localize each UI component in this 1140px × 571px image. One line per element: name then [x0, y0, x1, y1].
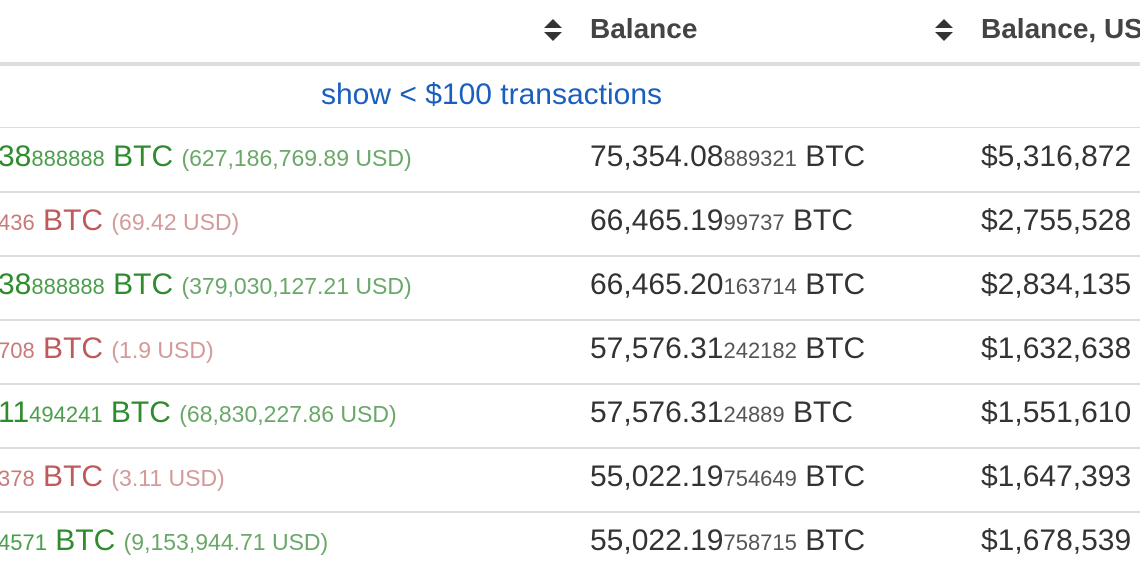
transaction-amount: 4571 BTC (9,153,944.71 USD)	[0, 524, 328, 558]
balance-amount: 55,022.19754649 BTC	[590, 460, 865, 494]
transaction-amount-fraction: 494241	[29, 402, 103, 427]
balance-amount: 57,576.31242182 BTC	[590, 332, 865, 366]
balance-amount-unit: BTC	[784, 396, 853, 429]
balance-amount-unit: BTC	[784, 204, 853, 237]
transaction-amount-unit: BTC	[34, 332, 112, 365]
transaction-amount-main: 38	[0, 268, 32, 301]
table-row: 38888888 BTC (627,186,769.89 USD) 75,354.…	[0, 128, 1140, 193]
transaction-amount-usd: (69.42 USD)	[111, 209, 240, 235]
transaction-amount-fraction: 888888	[31, 146, 105, 171]
balance-amount-fraction: 99737	[723, 210, 785, 235]
transaction-amount-usd: (627,186,769.89 USD)	[181, 145, 412, 171]
transaction-amount-unit: BTC	[104, 140, 182, 173]
table-row: 378 BTC (3.11 USD) 55,022.19754649 BTC $1,…	[0, 448, 1140, 513]
balance-amount-main: 66,465.20	[590, 268, 724, 301]
transaction-amount-usd: (9,153,944.71 USD)	[123, 529, 329, 555]
transaction-amount: 38888888 BTC (379,030,127.21 USD)	[0, 268, 412, 302]
balance-amount: 55,022.19758715 BTC	[590, 524, 865, 558]
balance-usd: $1,632,638	[981, 332, 1132, 365]
balance-amount-unit: BTC	[796, 332, 866, 365]
transaction-amount-fraction: 378	[0, 466, 35, 491]
transaction-amount: 38888888 BTC (627,186,769.89 USD)	[0, 140, 412, 174]
balance-usd: $1,551,610	[981, 396, 1132, 429]
table-header: Balance Balance, US	[0, 0, 1140, 66]
balance-amount-fraction: 242182	[723, 338, 797, 363]
transaction-amount: 11494241 BTC (68,830,227.86 USD)	[0, 396, 397, 430]
balance-amount-fraction: 758715	[723, 530, 797, 555]
transaction-amount-unit: BTC	[102, 396, 180, 429]
table-row: 4571 BTC (9,153,944.71 USD) 55,022.197587…	[0, 512, 1140, 571]
balance-usd: $1,678,539	[981, 524, 1132, 557]
transaction-amount-usd: (1.9 USD)	[111, 337, 214, 363]
balance-usd: $5,316,872	[981, 140, 1132, 173]
transaction-amount-usd: (68,830,227.86 USD)	[179, 401, 397, 427]
transaction-amount-unit: BTC	[34, 460, 112, 493]
show-small-transactions-row: show < $100 transactions	[0, 66, 1140, 128]
transaction-amount-fraction: 888888	[31, 274, 105, 299]
transaction-amount-usd: (3.11 USD)	[111, 465, 225, 491]
balance-amount: 66,465.1999737 BTC	[590, 204, 853, 238]
balance-amount-unit: BTC	[796, 460, 866, 493]
sort-icon[interactable]	[543, 18, 563, 42]
transaction-amount: 708 BTC (1.9 USD)	[0, 332, 214, 366]
table-row: 708 BTC (1.9 USD) 57,576.31242182 BTC $1,6…	[0, 320, 1140, 385]
balance-amount: 75,354.08889321 BTC	[590, 140, 865, 174]
balance-amount-main: 57,576.31	[590, 396, 724, 429]
column-header-balance-usd[interactable]: Balance, US	[981, 13, 1140, 44]
balance-usd: $2,755,528	[981, 204, 1132, 237]
balance-amount: 57,576.3124889 BTC	[590, 396, 853, 430]
balance-amount-main: 55,022.19	[590, 460, 724, 493]
balance-amount-fraction: 754649	[723, 466, 797, 491]
balance-amount-main: 66,465.19	[590, 204, 724, 237]
balance-amount-fraction: 889321	[723, 146, 797, 171]
balance-amount-fraction: 24889	[723, 402, 785, 427]
column-header-balance[interactable]: Balance	[590, 13, 698, 44]
show-small-transactions-link[interactable]: show < $100 transactions	[321, 78, 663, 111]
balance-amount-unit: BTC	[796, 268, 866, 301]
balance-usd: $1,647,393	[981, 460, 1132, 493]
transaction-amount-unit: BTC	[34, 204, 112, 237]
transaction-amount-unit: BTC	[46, 524, 124, 557]
table-row: 436 BTC (69.42 USD) 66,465.1999737 BTC $2,…	[0, 192, 1140, 257]
transaction-amount-fraction: 4571	[0, 530, 47, 555]
sort-updown-icon	[935, 19, 953, 41]
balance-amount-fraction: 163714	[723, 274, 797, 299]
transaction-amount-main: 11	[0, 396, 30, 429]
balance-amount-main: 57,576.31	[590, 332, 724, 365]
transaction-amount-usd: (379,030,127.21 USD)	[181, 273, 412, 299]
transaction-amount: 436 BTC (69.42 USD)	[0, 204, 239, 238]
transaction-amount-fraction: 708	[0, 338, 35, 363]
balance-amount-main: 55,022.19	[590, 524, 724, 557]
sort-icon[interactable]	[934, 18, 954, 42]
table-row: 38888888 BTC (379,030,127.21 USD) 66,465.…	[0, 256, 1140, 321]
transaction-amount-unit: BTC	[104, 268, 182, 301]
transaction-amount: 378 BTC (3.11 USD)	[0, 460, 225, 494]
transaction-amount-main: 38	[0, 140, 32, 173]
transaction-amount-fraction: 436	[0, 210, 35, 235]
balance-usd: $2,834,135	[981, 268, 1132, 301]
balance-amount-main: 75,354.08	[590, 140, 724, 173]
balance-amount-unit: BTC	[796, 140, 866, 173]
table-row: 11494241 BTC (68,830,227.86 USD) 57,576.3…	[0, 384, 1140, 449]
balance-amount: 66,465.20163714 BTC	[590, 268, 865, 302]
sort-updown-icon	[544, 19, 562, 41]
balance-amount-unit: BTC	[796, 524, 866, 557]
